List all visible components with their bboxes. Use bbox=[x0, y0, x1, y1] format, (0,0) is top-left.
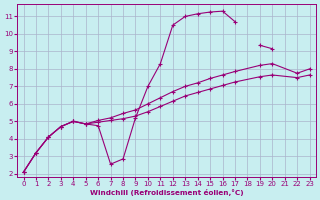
X-axis label: Windchill (Refroidissement éolien,°C): Windchill (Refroidissement éolien,°C) bbox=[90, 189, 244, 196]
